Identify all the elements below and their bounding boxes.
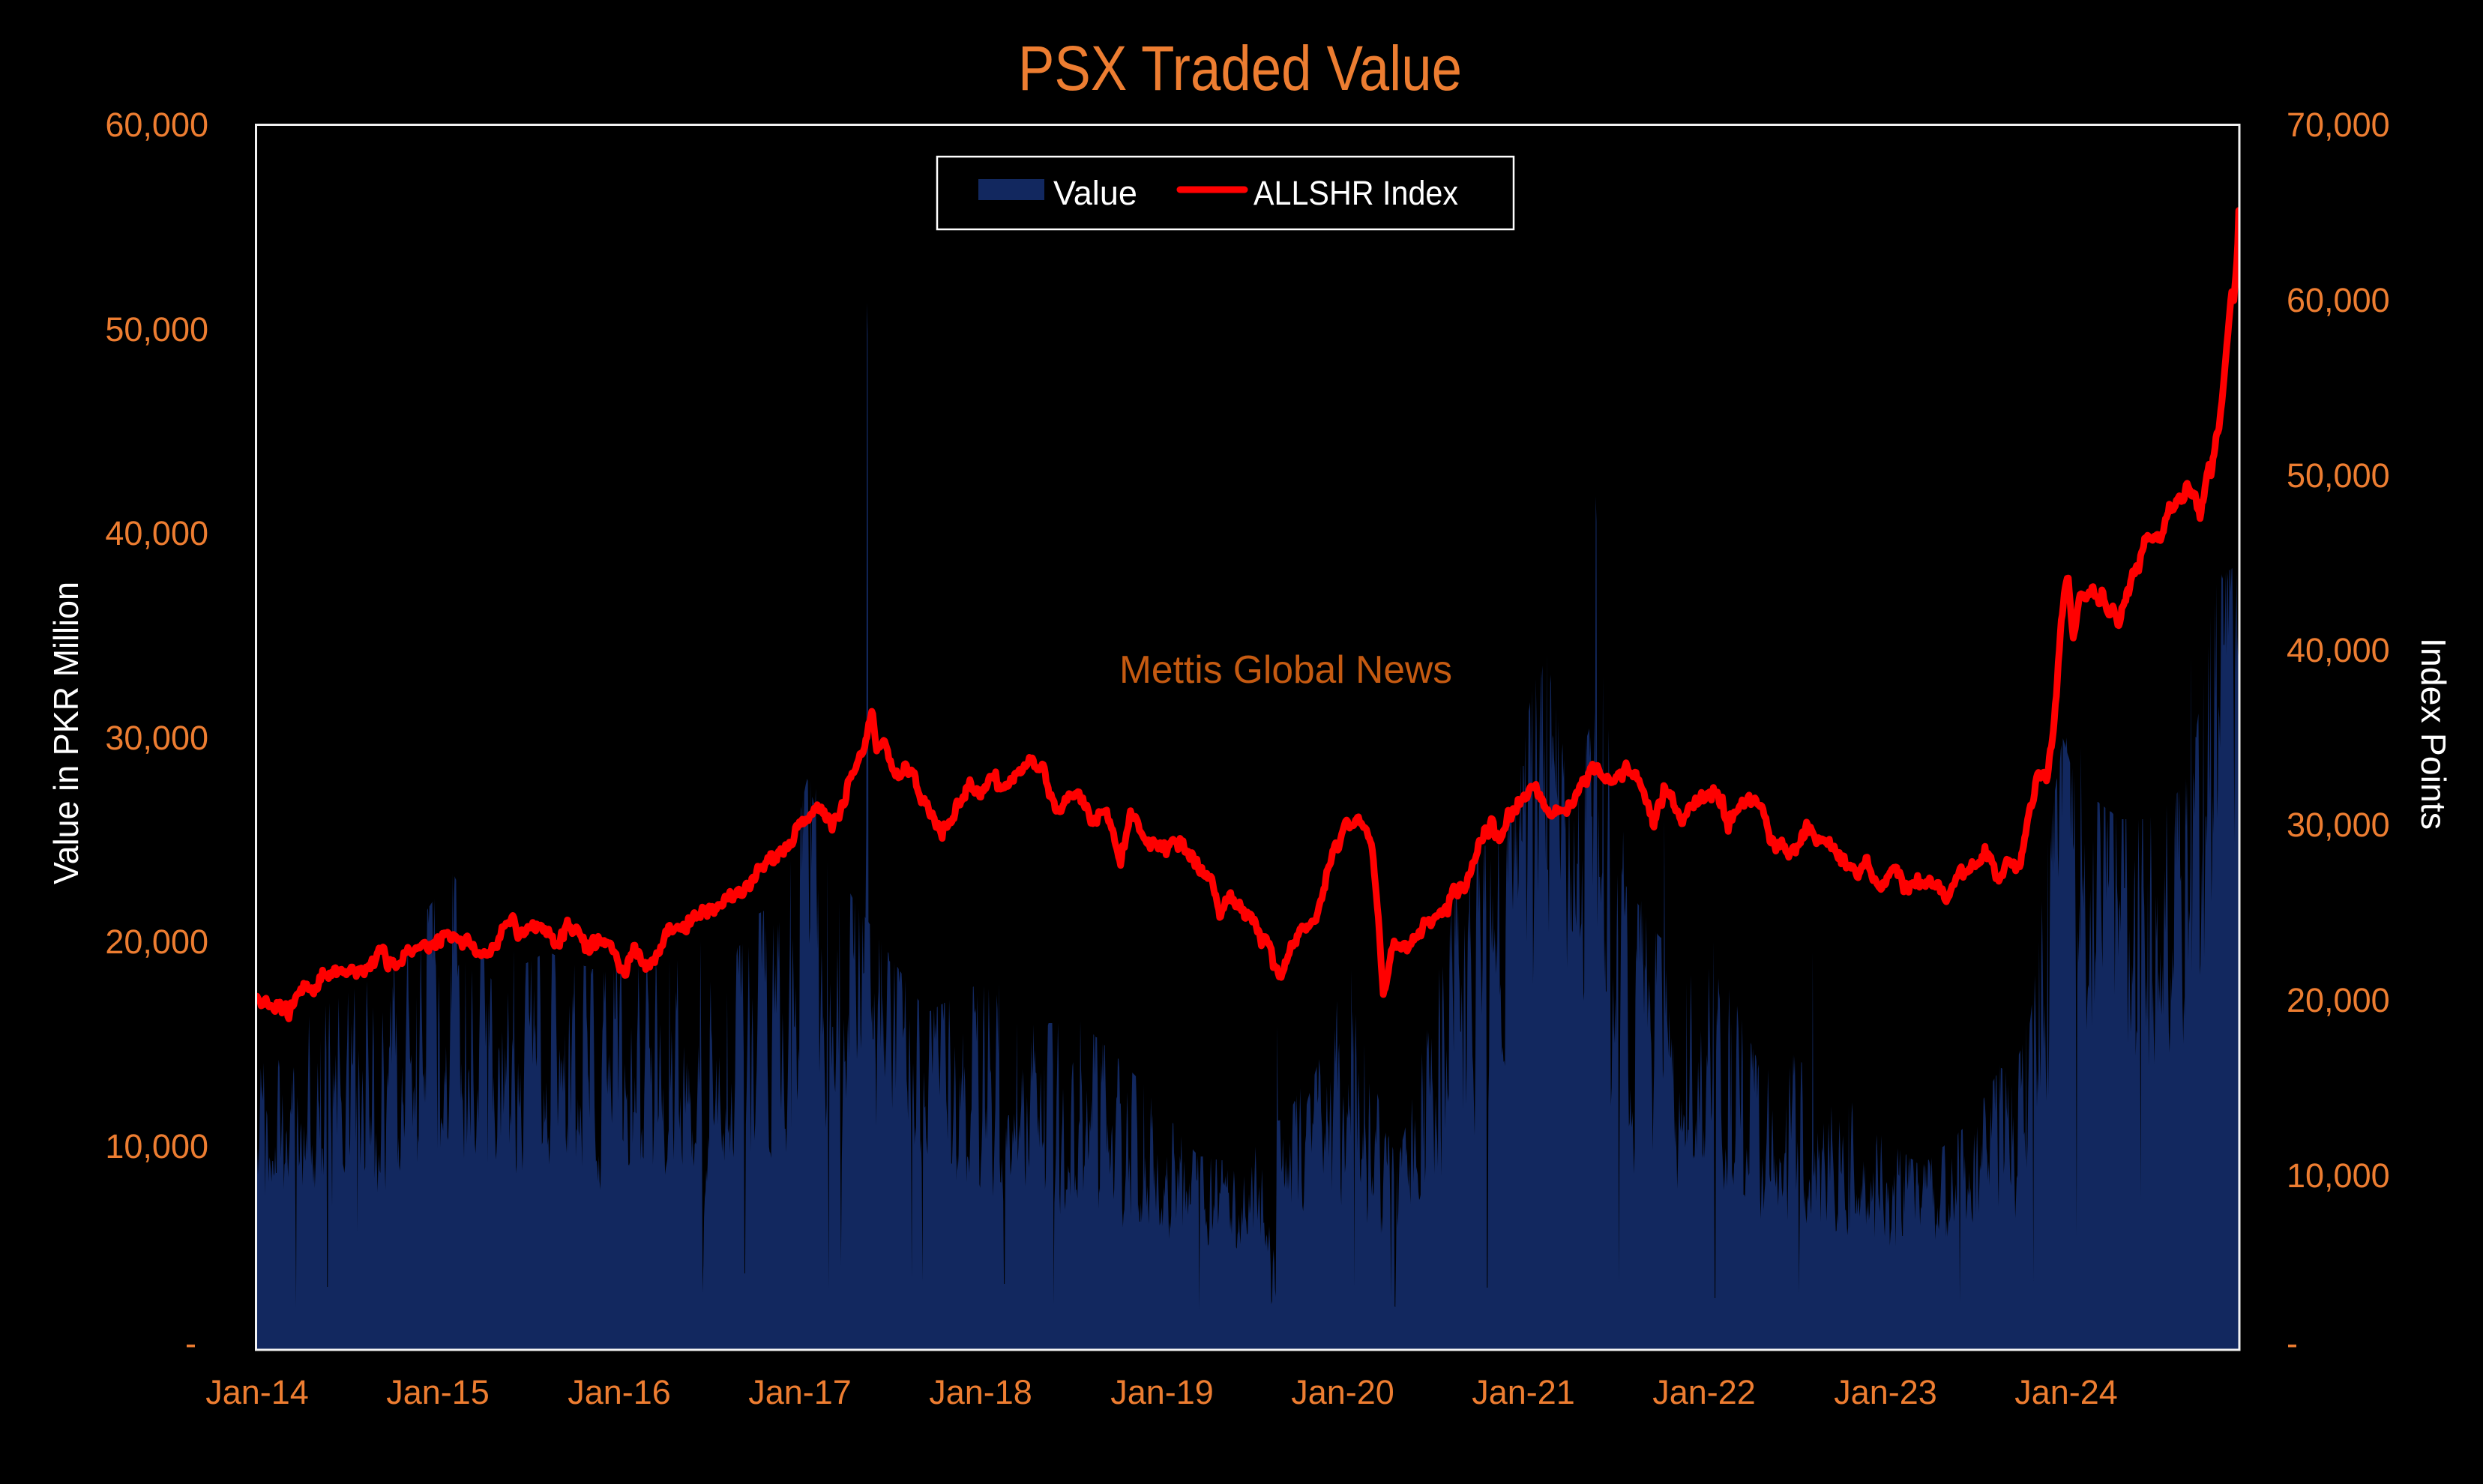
svg-text:20,000: 20,000 — [2287, 981, 2390, 1019]
svg-text:Jan-14: Jan-14 — [205, 1373, 309, 1411]
svg-text:60,000: 60,000 — [2287, 281, 2390, 319]
svg-text:Jan-16: Jan-16 — [568, 1373, 671, 1411]
svg-text:Jan-18: Jan-18 — [929, 1373, 1032, 1411]
svg-text:Mettis Global News: Mettis Global News — [1119, 648, 1452, 692]
svg-text:60,000: 60,000 — [105, 106, 208, 144]
svg-text:30,000: 30,000 — [105, 719, 208, 757]
svg-text:PSX Traded Value: PSX Traded Value — [1018, 33, 1462, 103]
svg-text:Jan-20: Jan-20 — [1291, 1373, 1394, 1411]
svg-text:Jan-22: Jan-22 — [1652, 1373, 1756, 1411]
svg-text:20,000: 20,000 — [105, 923, 208, 961]
svg-text:10,000: 10,000 — [2287, 1156, 2390, 1195]
svg-text:50,000: 50,000 — [105, 310, 208, 349]
svg-text:-: - — [2287, 1324, 2298, 1363]
svg-text:50,000: 50,000 — [2287, 456, 2390, 495]
svg-text:-: - — [185, 1324, 196, 1363]
svg-text:10,000: 10,000 — [105, 1127, 208, 1165]
svg-text:ALLSHR Index: ALLSHR Index — [1253, 174, 1458, 212]
svg-text:Jan-15: Jan-15 — [386, 1373, 490, 1411]
svg-text:30,000: 30,000 — [2287, 806, 2390, 844]
svg-text:Jan-24: Jan-24 — [2014, 1373, 2118, 1411]
svg-text:Jan-21: Jan-21 — [1472, 1373, 1575, 1411]
svg-text:Jan-17: Jan-17 — [748, 1373, 852, 1411]
svg-text:Index Points: Index Points — [2414, 638, 2453, 830]
svg-text:70,000: 70,000 — [2287, 106, 2390, 144]
svg-text:Jan-19: Jan-19 — [1110, 1373, 1214, 1411]
svg-text:40,000: 40,000 — [105, 514, 208, 552]
svg-text:40,000: 40,000 — [2287, 631, 2390, 669]
svg-text:Jan-23: Jan-23 — [1834, 1373, 1937, 1411]
svg-text:Value in PKR Million: Value in PKR Million — [46, 582, 85, 884]
svg-text:Value: Value — [1053, 174, 1137, 212]
